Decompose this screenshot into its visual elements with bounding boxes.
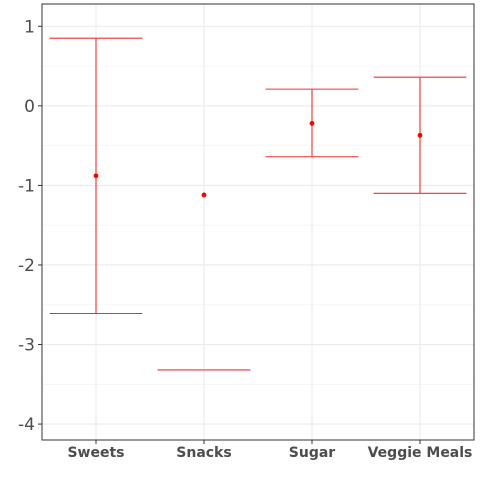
- y-tick-label: -2: [18, 256, 35, 276]
- y-axis: 1 0 -1 -2 -3 -4: [18, 17, 42, 435]
- x-tick-label: Sugar: [289, 445, 336, 461]
- error-bars: [49, 37, 467, 371]
- y-tick-label: 0: [24, 97, 35, 117]
- point-estimate: [201, 192, 207, 198]
- y-tick-label: 1: [24, 17, 35, 37]
- x-tick-label: Snacks: [176, 445, 231, 461]
- point-estimate: [417, 132, 423, 138]
- y-tick-label: -3: [18, 336, 35, 356]
- point-estimate: [93, 173, 99, 179]
- x-tick-label: Sweets: [67, 445, 124, 461]
- y-tick-label: -4: [18, 415, 35, 435]
- y-tick-label: -1: [18, 176, 35, 196]
- plot-panel: [42, 4, 474, 440]
- point-estimate: [309, 120, 315, 126]
- x-axis: Sweets Snacks Sugar Veggie Meals: [67, 440, 472, 461]
- plot-border: [41, 3, 475, 441]
- point-estimates: [93, 120, 423, 198]
- x-tick-label: Veggie Meals: [368, 445, 473, 461]
